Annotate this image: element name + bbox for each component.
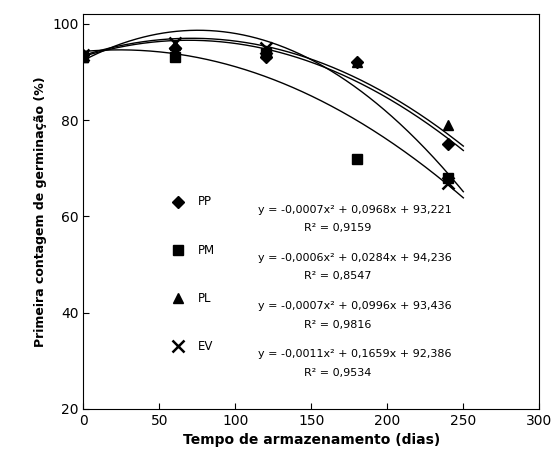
Y-axis label: Primeira contagem de germinação (%): Primeira contagem de germinação (%) <box>33 76 47 347</box>
Text: PP: PP <box>197 196 211 208</box>
Text: R² = 0,9159: R² = 0,9159 <box>304 223 371 233</box>
Text: y = -0,0007x² + 0,0996x + 93,436: y = -0,0007x² + 0,0996x + 93,436 <box>258 301 452 311</box>
Text: R² = 0,8547: R² = 0,8547 <box>304 272 371 282</box>
Text: PM: PM <box>197 243 215 257</box>
Text: R² = 0,9816: R² = 0,9816 <box>304 320 371 329</box>
Text: R² = 0,9534: R² = 0,9534 <box>304 368 371 378</box>
Text: y = -0,0006x² + 0,0284x + 94,236: y = -0,0006x² + 0,0284x + 94,236 <box>258 253 452 263</box>
X-axis label: Tempo de armazenamento (dias): Tempo de armazenamento (dias) <box>183 433 440 447</box>
Text: PL: PL <box>197 292 211 305</box>
Text: y = -0,0007x² + 0,0968x + 93,221: y = -0,0007x² + 0,0968x + 93,221 <box>258 205 452 215</box>
Text: EV: EV <box>197 340 213 353</box>
Text: y = -0,0011x² + 0,1659x + 92,386: y = -0,0011x² + 0,1659x + 92,386 <box>258 350 451 360</box>
